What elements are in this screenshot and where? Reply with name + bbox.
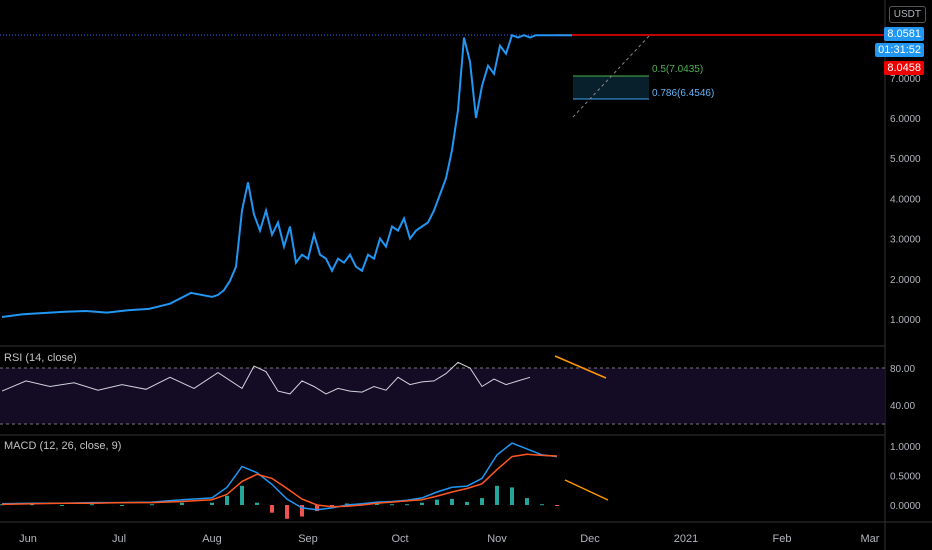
macd-histogram-bar: [420, 502, 424, 505]
macd-axis-ticks: 1.0000 0.5000 0.0000: [890, 442, 921, 512]
macd-histogram-bar: [300, 505, 304, 517]
macd-histogram-bar: [120, 505, 124, 506]
time-tick-label: 2021: [674, 533, 698, 545]
fib-label-05: 0.5(7.0435): [652, 64, 703, 75]
macd-histogram-bar: [255, 502, 259, 505]
countdown-badge: 01:31:52: [875, 43, 924, 57]
macd-histogram-bar: [405, 504, 409, 506]
last-price-badge: 8.0581: [884, 27, 924, 41]
macd-tick-label: 1.0000: [890, 442, 921, 453]
rsi-pane-label[interactable]: RSI (14, close): [4, 352, 77, 364]
time-tick-label: Feb: [773, 533, 792, 545]
signal-line[interactable]: [1, 453, 558, 508]
price-tick-label: 5.0000: [890, 154, 921, 165]
rsi-tick-label: 40.00: [890, 401, 915, 412]
macd-histogram-bar: [555, 505, 559, 506]
macd-divergence-line[interactable]: [564, 479, 609, 501]
price-tick-label: 2.0000: [890, 275, 921, 286]
rsi-divergence-line[interactable]: [554, 355, 607, 379]
macd-histogram-bar: [465, 501, 469, 505]
rsi-tick-label: 80.00: [890, 364, 915, 375]
time-tick-label: Dec: [580, 533, 600, 545]
macd-histogram-bar: [495, 485, 499, 505]
fib-zone[interactable]: [573, 76, 649, 99]
price-tick-label: 7.0000: [890, 74, 921, 85]
time-tick-label: Mar: [861, 533, 880, 545]
macd-histogram-bar: [60, 505, 64, 506]
time-tick-label: Aug: [202, 533, 222, 545]
macd-histogram-bar: [435, 499, 439, 505]
macd-histogram-bar: [390, 504, 394, 506]
time-tick-label: Jun: [19, 533, 37, 545]
macd-histogram-bar: [270, 505, 274, 513]
price-tick-label: 1.0000: [890, 315, 921, 326]
macd-histogram-bar: [285, 505, 289, 519]
macd-histogram-bar: [90, 504, 94, 506]
price-line[interactable]: [1, 33, 572, 318]
macd-histogram-bar: [315, 505, 319, 512]
fib-label-0786: 0.786(6.4546): [652, 88, 714, 99]
macd-histogram-bar: [210, 502, 214, 505]
macd-tick-label: 0.0000: [890, 501, 921, 512]
macd-histogram-bar: [525, 498, 529, 505]
rsi-line[interactable]: [1, 361, 531, 395]
macd-histogram-bar: [225, 495, 229, 505]
time-tick-label: Sep: [298, 533, 318, 545]
price-tick-label: 4.0000: [890, 194, 921, 205]
price-axis-ticks: 1.0000 2.0000 3.0000 4.0000 5.0000 6.0000 7.00…: [890, 74, 921, 326]
macd-histogram-bar: [0, 504, 4, 506]
macd-histogram-bar: [480, 498, 484, 505]
macd-histogram-bar: [540, 504, 544, 506]
price-series: [1, 33, 572, 318]
red-line-price-badge: 8.0458: [884, 61, 924, 75]
time-axis-ticks: Jun Jul Aug Sep Oct Nov Dec 2021 Feb Mar: [19, 533, 880, 545]
rsi-series: [1, 361, 531, 395]
macd-histogram-bar: [375, 503, 379, 505]
macd-pane-label[interactable]: MACD (12, 26, close, 9): [4, 440, 122, 452]
price-tick-label: 6.0000: [890, 114, 921, 125]
macd-series: [0, 442, 559, 519]
currency-unit[interactable]: USDT: [888, 6, 926, 23]
fib-trend-line: [572, 34, 651, 118]
rsi-axis-ticks: 80.00 40.00: [890, 364, 915, 412]
time-tick-label: Jul: [112, 533, 126, 545]
macd-histogram-bar: [450, 498, 454, 505]
macd-histogram-bar: [330, 505, 334, 507]
macd-histogram-bar: [150, 504, 154, 506]
macd-histogram-bar: [240, 485, 244, 505]
macd-histogram-bar: [30, 504, 34, 506]
macd-histogram-bar: [180, 502, 184, 505]
macd-histogram-bar: [510, 487, 514, 505]
time-tick-label: Oct: [391, 533, 408, 545]
rsi-band: [0, 368, 885, 424]
macd-tick-label: 0.5000: [890, 472, 921, 483]
time-tick-label: Nov: [487, 533, 507, 545]
price-tick-label: 3.0000: [890, 235, 921, 246]
macd-line[interactable]: [1, 442, 558, 511]
